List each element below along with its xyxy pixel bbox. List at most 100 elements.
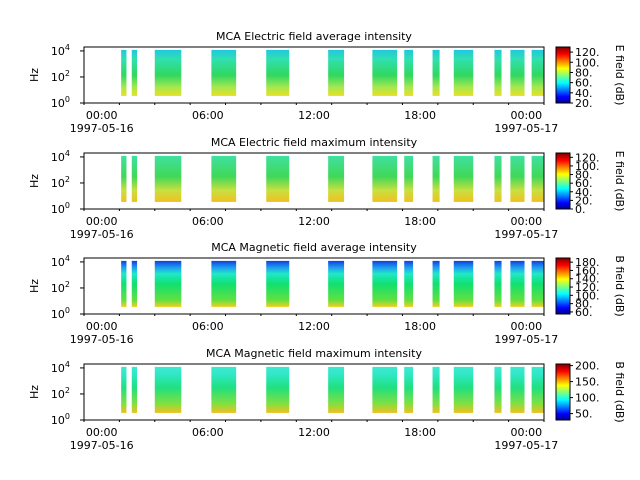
colorbar-tick-label: 60.	[575, 306, 593, 319]
y-axis-label: Hz	[28, 68, 41, 82]
data-interval-13	[531, 155, 544, 202]
colorbar-tick-label: 100.	[575, 392, 600, 405]
colorbar-tick-label: 50.	[575, 408, 593, 421]
y-axis-label: Hz	[28, 174, 41, 188]
x-date-start: 1997-05-16	[70, 122, 134, 135]
data-interval-8	[404, 366, 414, 413]
colorbar-tick-label: 40.	[575, 87, 593, 100]
colorbar-tick-label: 100.	[575, 56, 600, 69]
y-tick-label: 100	[51, 412, 70, 427]
colorbar-scale	[555, 363, 571, 421]
data-interval-8	[404, 49, 414, 96]
x-tick-label: 18:00	[404, 426, 436, 439]
chart-title: MCA Electric field average intensity	[216, 30, 412, 43]
x-tick-label: 12:00	[298, 215, 330, 228]
data-interval-2	[131, 155, 138, 202]
colorbar-tick-label: 20.	[575, 97, 593, 110]
x-date-end: 1997-05-17	[494, 333, 558, 346]
data-interval-5	[266, 155, 290, 202]
colorbar: 20.40.60.80.100.120. E field (dB)	[555, 45, 626, 110]
x-date-end: 1997-05-17	[494, 439, 558, 452]
x-tick-label: 06:00	[192, 320, 224, 333]
data-interval-6	[328, 155, 345, 202]
data-interval-13	[531, 260, 544, 307]
data-interval-2	[131, 366, 138, 413]
x-date-start: 1997-05-16	[70, 228, 134, 241]
x-tick-label: 00:00	[510, 215, 542, 228]
colorbar-tick-label: 80.	[575, 66, 593, 79]
x-tick-label: 00:00	[86, 426, 118, 439]
data-interval-4	[211, 260, 237, 307]
spectrogram	[121, 366, 544, 413]
plot-frame	[83, 363, 545, 421]
x-tick-label: 00:00	[86, 109, 118, 122]
chart-panel-2: MCA Electric field maximum intensity Hz 10…	[28, 136, 626, 241]
chart-panel-3: MCA Magnetic field average intensity Hz 10…	[28, 241, 626, 346]
colorbar-tick-label: 180.	[575, 256, 600, 269]
x-tick-label: 00:00	[510, 426, 542, 439]
colorbar-label: B field (dB)	[613, 255, 626, 316]
x-tick-label: 06:00	[192, 215, 224, 228]
data-interval-1	[121, 366, 127, 413]
colorbar-label: E field (dB)	[613, 45, 626, 106]
data-interval-4	[211, 49, 237, 96]
data-interval-5	[266, 366, 290, 413]
colorbar-label: E field (dB)	[613, 151, 626, 212]
data-interval-3	[154, 260, 182, 307]
data-interval-6	[328, 366, 345, 413]
colorbar-tick-label: 140.	[575, 273, 600, 286]
data-interval-10	[453, 366, 474, 413]
x-date-start: 1997-05-16	[70, 333, 134, 346]
chart-title: MCA Electric field maximum intensity	[211, 136, 418, 149]
x-tick-label: 00:00	[86, 320, 118, 333]
colorbar-scale	[555, 152, 571, 210]
data-interval-12	[510, 366, 525, 413]
x-tick-label: 06:00	[192, 109, 224, 122]
colorbar-tick-label: 100.	[575, 160, 600, 173]
data-interval-3	[154, 155, 182, 202]
data-interval-11	[494, 260, 502, 307]
y-tick-label: 104	[51, 254, 70, 269]
chart-panel-4: MCA Magnetic field maximum intensity Hz 10…	[28, 347, 626, 452]
x-tick-label: 06:00	[192, 426, 224, 439]
y-tick-label: 100	[51, 306, 70, 321]
x-tick-label: 12:00	[298, 320, 330, 333]
data-interval-6	[328, 49, 345, 96]
data-interval-8	[404, 260, 414, 307]
plot-frame	[83, 257, 545, 315]
colorbar-tick-label: 80.	[575, 169, 593, 182]
x-date-end: 1997-05-17	[494, 122, 558, 135]
y-tick-label: 102	[51, 69, 70, 84]
data-interval-11	[494, 49, 502, 96]
data-interval-1	[121, 49, 127, 96]
colorbar-tick-label: 80.	[575, 298, 593, 311]
colorbar-scale	[555, 257, 571, 315]
data-interval-6	[328, 260, 345, 307]
colorbar: 0.20.40.60.80.100.120. E field (dB)	[555, 151, 626, 216]
spectrogram	[121, 155, 544, 202]
colorbar-tick-label: 120.	[575, 151, 600, 164]
x-tick-label: 00:00	[510, 109, 542, 122]
x-tick-label: 18:00	[404, 109, 436, 122]
spectrogram	[121, 260, 544, 307]
colorbar-tick-label: 60.	[575, 77, 593, 90]
x-tick-label: 00:00	[86, 215, 118, 228]
colorbar: 50. 100. 150. 200. B field (dB)	[555, 360, 626, 423]
data-interval-4	[211, 155, 237, 202]
data-interval-5	[266, 49, 290, 96]
data-interval-9	[432, 155, 440, 202]
colorbar-tick-label: 0.	[575, 203, 586, 216]
data-interval-11	[494, 366, 502, 413]
data-interval-9	[432, 366, 440, 413]
data-interval-12	[510, 155, 525, 202]
colorbar-label: B field (dB)	[613, 361, 626, 422]
x-tick-label: 18:00	[404, 320, 436, 333]
data-interval-4	[211, 366, 237, 413]
x-date-start: 1997-05-16	[70, 439, 134, 452]
data-interval-3	[154, 49, 182, 96]
x-date-end: 1997-05-17	[494, 228, 558, 241]
x-tick-label: 18:00	[404, 215, 436, 228]
data-interval-12	[510, 260, 525, 307]
data-interval-13	[531, 49, 544, 96]
